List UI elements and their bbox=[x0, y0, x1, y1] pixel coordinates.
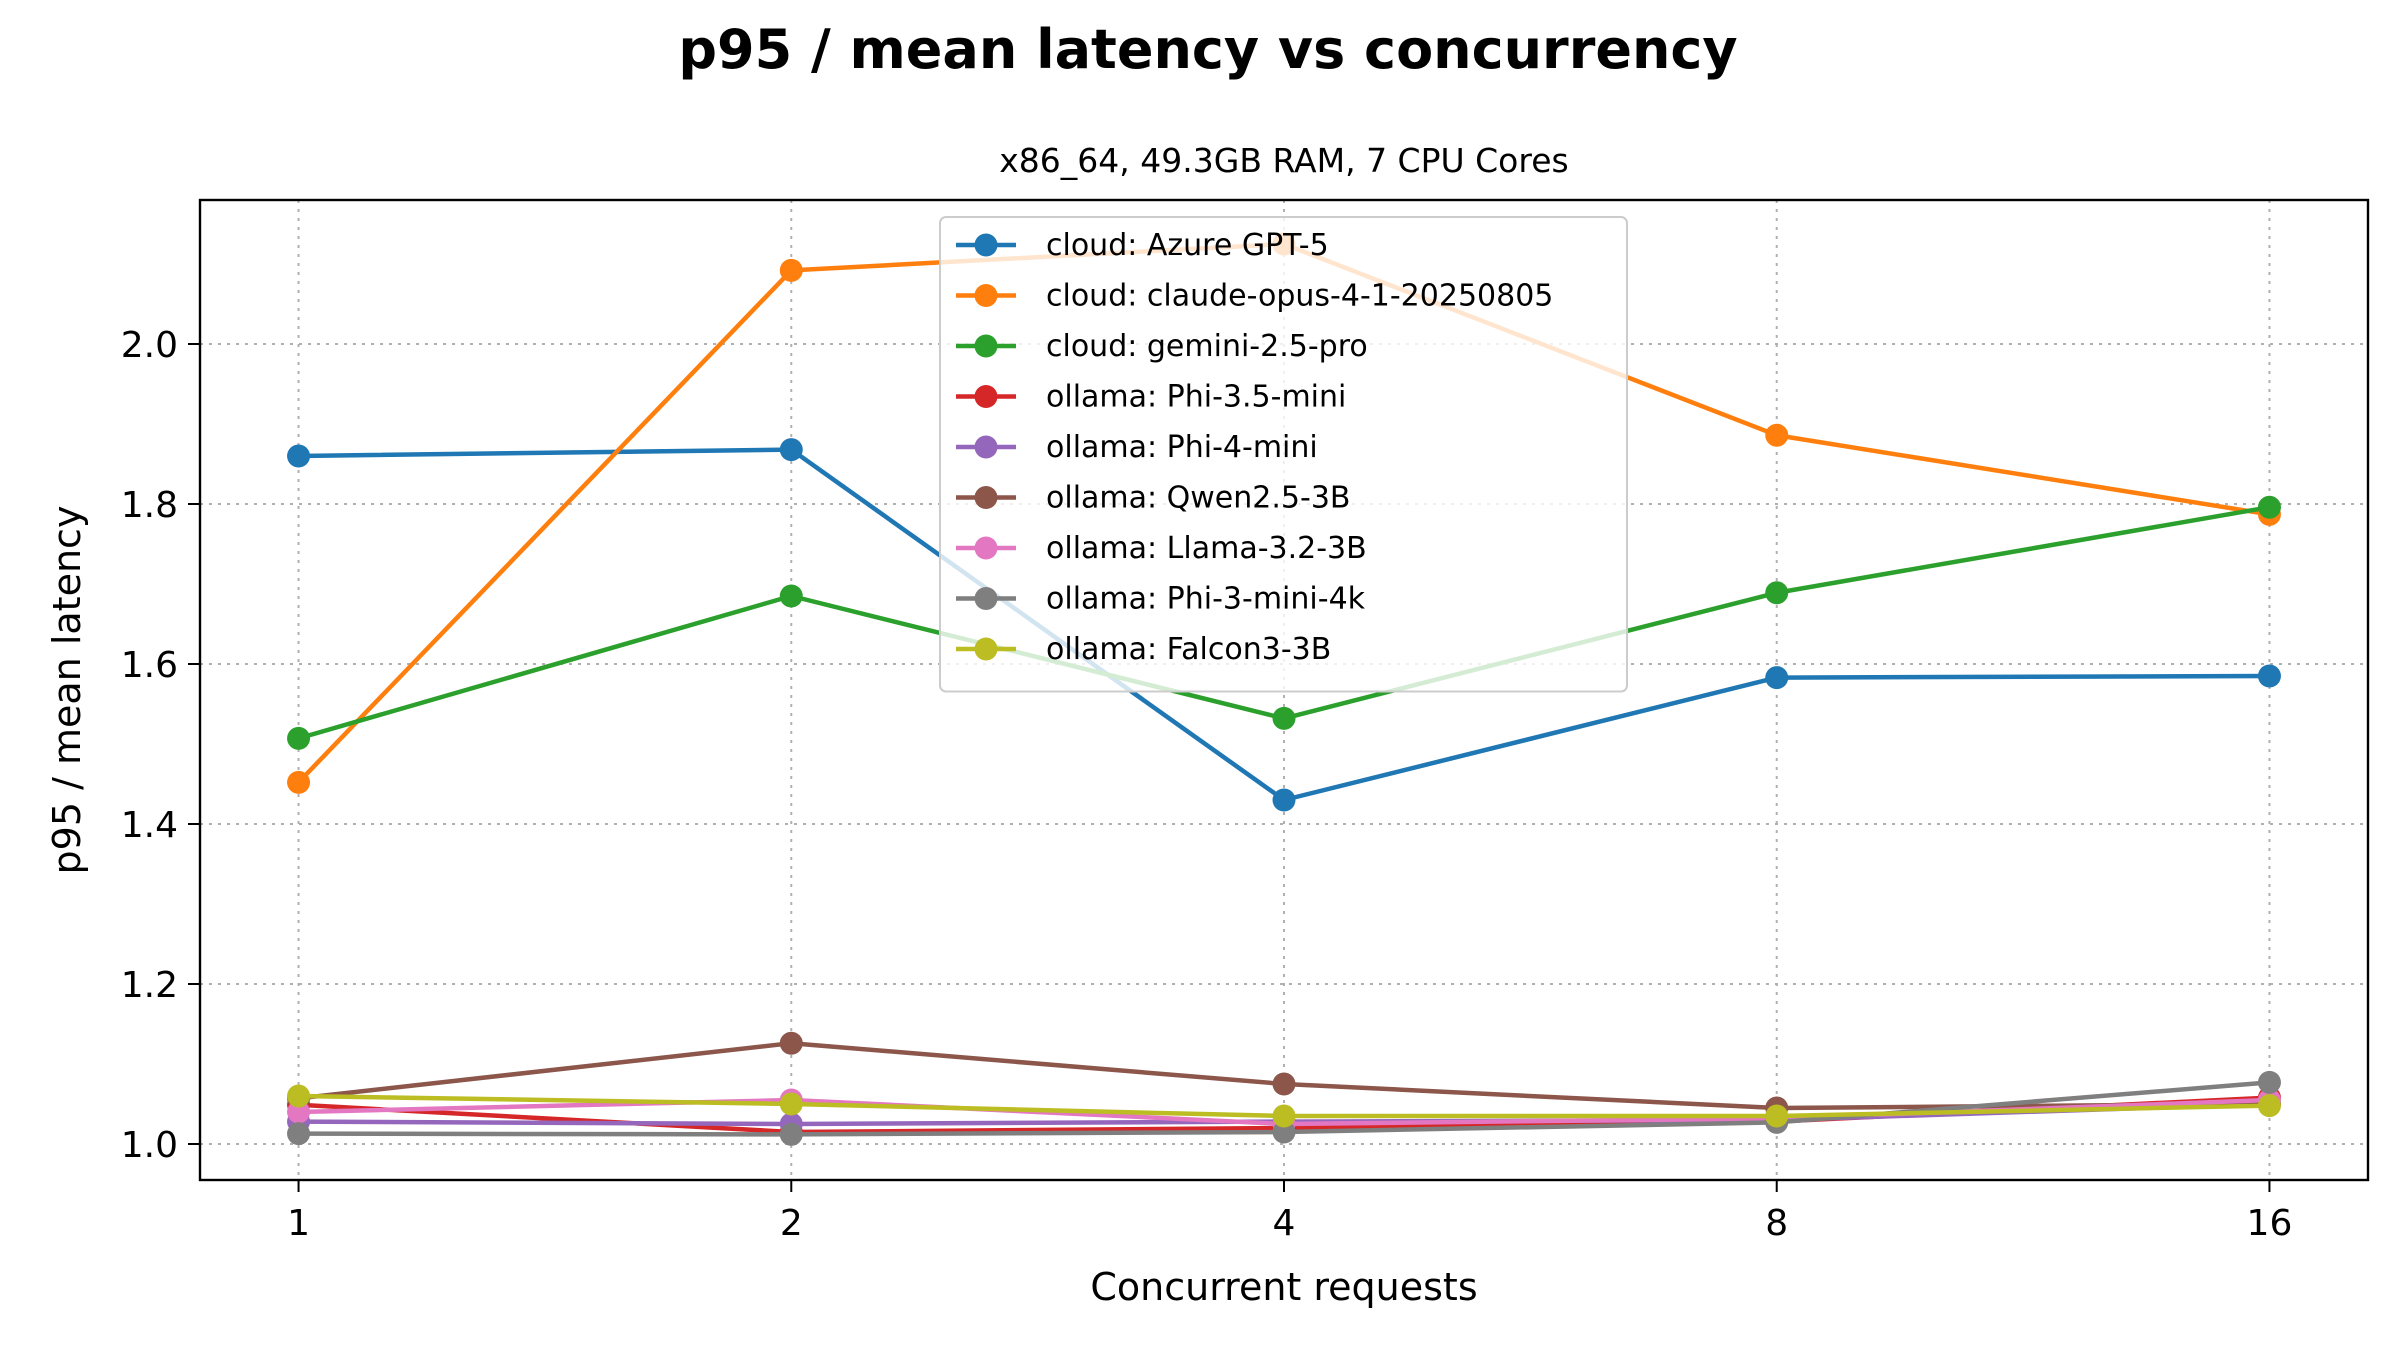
data-point bbox=[287, 770, 311, 794]
axis-ticks: 1 2 4 8 16 1.0 1.2 1.4 1.6 1.8 2.0 bbox=[121, 325, 2293, 1244]
x-axis-label: Concurrent requests bbox=[1090, 1265, 1477, 1309]
data-point bbox=[287, 1122, 311, 1146]
legend-swatch-marker bbox=[974, 587, 998, 610]
legend-entry-label: ollama: Phi-3-mini-4k bbox=[1046, 582, 1366, 617]
data-point bbox=[2257, 1094, 2281, 1118]
legend-box bbox=[939, 216, 1628, 693]
legend-entry-label: cloud: gemini-2.5-pro bbox=[1046, 329, 1368, 364]
legend-swatch-marker bbox=[974, 536, 998, 560]
y-tick-label: 1.2 bbox=[121, 965, 178, 1006]
legend-entry-label: ollama: Qwen2.5-3B bbox=[1046, 481, 1350, 516]
data-point bbox=[779, 1092, 803, 1116]
legend-swatch-marker bbox=[974, 385, 998, 408]
data-point bbox=[287, 1100, 311, 1124]
data-point bbox=[1272, 1072, 1296, 1096]
legend-swatch-marker bbox=[974, 435, 998, 459]
legend-swatch-marker bbox=[974, 233, 998, 257]
x-tick-label: 1 bbox=[287, 1203, 310, 1244]
y-tick-label: 1.4 bbox=[121, 805, 178, 846]
legend-swatch-marker bbox=[974, 637, 998, 661]
data-point bbox=[779, 438, 803, 462]
x-tick-label: 16 bbox=[2247, 1203, 2293, 1244]
y-tick-label: 1.8 bbox=[121, 485, 178, 526]
legend-entry-label: ollama: Llama-3.2-3B bbox=[1046, 531, 1367, 566]
data-point bbox=[1272, 788, 1296, 812]
data-point bbox=[779, 258, 803, 282]
series-group bbox=[287, 1070, 2281, 1146]
series-group bbox=[287, 495, 2281, 750]
y-axis-label: p95 / mean latency bbox=[45, 506, 89, 875]
data-point bbox=[287, 444, 311, 468]
data-point bbox=[1765, 581, 1789, 605]
data-point bbox=[2257, 664, 2281, 688]
data-point bbox=[1272, 1104, 1296, 1128]
legend-entry-label: ollama: Phi-4-mini bbox=[1046, 430, 1318, 465]
data-point bbox=[1765, 666, 1789, 690]
data-point bbox=[2257, 495, 2281, 519]
series-group bbox=[287, 438, 2281, 812]
data-point bbox=[2257, 1070, 2281, 1094]
chart-subtitle: x86_64, 49.3GB RAM, 7 CPU Cores bbox=[999, 141, 1568, 180]
legend-entry-label: ollama: Falcon3-3B bbox=[1046, 632, 1331, 667]
data-point bbox=[1765, 1104, 1789, 1128]
x-tick-label: 2 bbox=[780, 1203, 803, 1244]
data-point bbox=[779, 1122, 803, 1146]
y-tick-label: 1.6 bbox=[121, 645, 178, 686]
x-tick-label: 8 bbox=[1765, 1203, 1788, 1244]
data-point bbox=[1272, 1120, 1296, 1144]
legend-swatch-marker bbox=[974, 284, 998, 307]
legend: cloud: Azure GPT-5 cloud: claude-opus-4-1… bbox=[939, 216, 1628, 693]
data-point bbox=[287, 1084, 311, 1108]
data-point bbox=[779, 584, 803, 608]
x-tick-label: 4 bbox=[1273, 1203, 1296, 1244]
legend-entry-label: cloud: claude-opus-4-1-20250805 bbox=[1046, 279, 1553, 314]
data-point bbox=[779, 1031, 803, 1055]
legend-entry-label: cloud: Azure GPT-5 bbox=[1046, 228, 1329, 263]
data-point bbox=[287, 726, 311, 750]
legend-swatch-marker bbox=[974, 334, 998, 358]
series-group bbox=[287, 1084, 2281, 1128]
data-point bbox=[1272, 706, 1296, 730]
y-tick-label: 2.0 bbox=[121, 325, 178, 366]
y-tick-label: 1.0 bbox=[121, 1125, 178, 1166]
chart-title: p95 / mean latency vs concurrency bbox=[678, 18, 1737, 81]
legend-swatch-marker bbox=[974, 486, 998, 509]
data-point bbox=[1765, 423, 1789, 447]
legend-entry-label: ollama: Phi-3.5-mini bbox=[1046, 380, 1346, 415]
